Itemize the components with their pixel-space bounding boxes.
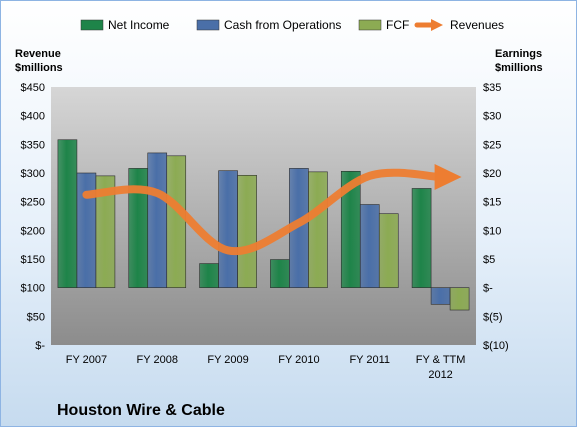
y-tick-left: $300 — [21, 168, 45, 180]
x-tick-label: FY 2009 — [207, 354, 248, 366]
y-tick-right: $30 — [483, 111, 501, 123]
bar-fcf — [449, 287, 470, 311]
x-tick-label: FY 2007 — [66, 354, 107, 366]
bar-fcf — [308, 171, 328, 288]
plot-area — [51, 87, 476, 345]
y-tick-right: $25 — [483, 139, 501, 151]
legend-label: Cash from Operations — [224, 18, 341, 32]
bar-cash-from-operations — [218, 170, 238, 288]
y-tick-left: $250 — [21, 197, 45, 209]
bar-net-income — [411, 188, 432, 288]
bar-fcf — [237, 174, 257, 288]
legend-swatch-net-income — [80, 19, 104, 31]
y-tick-right: $20 — [483, 168, 501, 180]
bar-fcf — [378, 213, 399, 288]
bar-fcf — [166, 155, 187, 288]
bar-fcf — [95, 175, 116, 288]
y-axis-left-title-line: $millions — [15, 62, 63, 74]
x-tick-label-line: FY 2010 — [278, 354, 319, 366]
x-tick-label: FY 2010 — [278, 354, 319, 366]
y-tick-right: $5 — [483, 254, 495, 266]
y-tick-left: $450 — [21, 82, 45, 94]
legend-arrow-head — [431, 19, 443, 31]
x-tick-label: FY 2011 — [349, 354, 390, 366]
y-tick-right: $(5) — [483, 311, 503, 323]
bar-net-income — [57, 139, 78, 288]
bar-cash-from-operations — [430, 287, 451, 305]
bar-net-income — [270, 259, 290, 288]
legend-swatch-cash-from-operations — [196, 19, 220, 31]
x-tick-label: FY 2008 — [137, 354, 178, 366]
legend-label: FCF — [386, 18, 409, 32]
x-tick-label-line: FY 2007 — [66, 354, 107, 366]
revenues-arrow-head — [434, 164, 462, 191]
y-axis-left-title: Revenue $millions — [15, 48, 63, 74]
y-tick-left: $- — [35, 340, 45, 352]
y-tick-left: $150 — [21, 254, 45, 266]
x-tick-label-line: FY 2008 — [137, 354, 178, 366]
y-axis-right-title: Earnings $millions — [495, 48, 543, 74]
y-tick-left: $350 — [21, 139, 45, 151]
x-tick-label: FY & TTM 2012 — [416, 354, 466, 381]
y-tick-right: $35 — [483, 82, 501, 94]
bar-cash-from-operations — [359, 204, 380, 288]
legend-label: Net Income — [108, 18, 170, 32]
y-axis-right-title-line: $millions — [495, 62, 543, 74]
y-tick-right: $- — [483, 283, 493, 295]
y-tick-left: $50 — [27, 311, 45, 323]
bar-net-income — [199, 263, 219, 288]
y-tick-right: $10 — [483, 225, 501, 237]
legend-label: Revenues — [450, 18, 504, 32]
y-tick-left: $200 — [21, 225, 45, 237]
y-tick-left: $100 — [21, 283, 45, 295]
line-revenues — [82, 168, 445, 256]
y-tick-right: $15 — [483, 197, 501, 209]
legend-swatch-fcf — [358, 19, 382, 31]
y-axis-left-title-line: Revenue — [15, 48, 61, 60]
y-axis-right-title-line: Earnings — [495, 48, 542, 60]
y-tick-left: $400 — [21, 111, 45, 123]
bar-cash-from-operations — [147, 152, 168, 288]
x-tick-label-line: FY 2009 — [207, 354, 248, 366]
x-tick-label-line: FY & TTM — [416, 354, 466, 366]
chart-title: Houston Wire & Cable — [57, 402, 225, 419]
x-tick-label-line: FY 2011 — [349, 354, 390, 366]
y-tick-right: $(10) — [483, 340, 509, 352]
x-tick-label-line: 2012 — [428, 369, 452, 381]
